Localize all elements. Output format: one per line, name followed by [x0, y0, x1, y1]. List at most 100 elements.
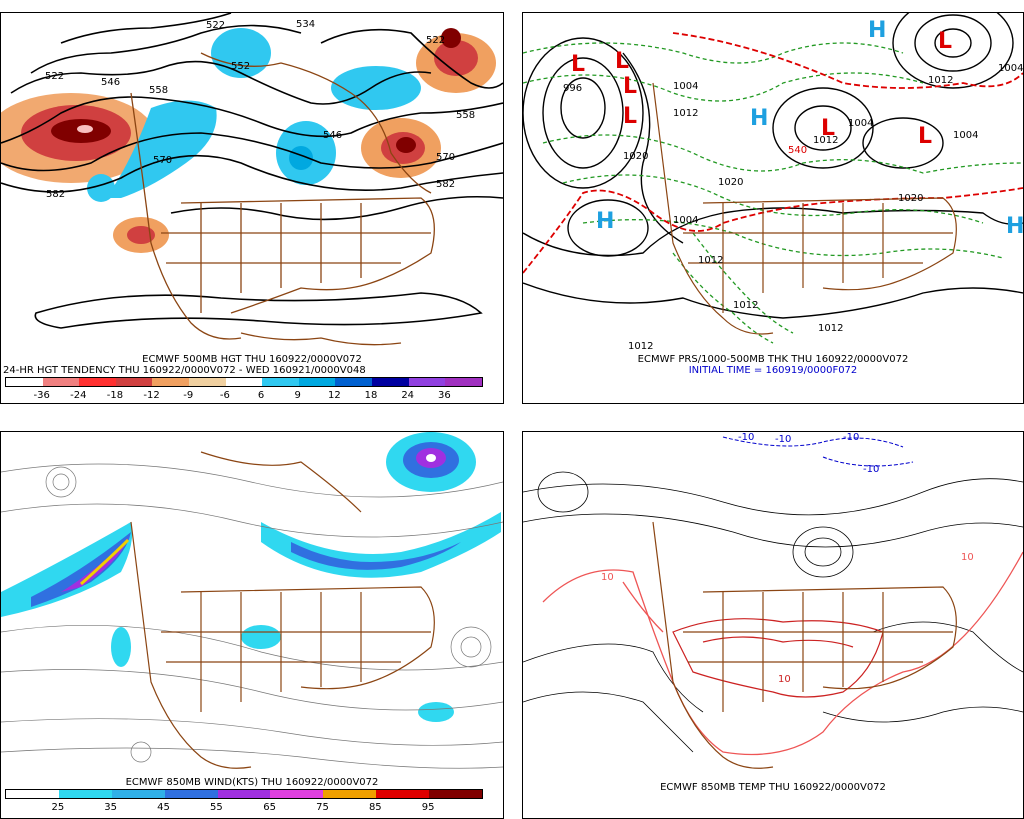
- tick-label: 35: [104, 802, 118, 813]
- colorbar-swatch: [6, 378, 43, 386]
- isobar-label: 996: [563, 83, 582, 94]
- low-center: L: [938, 29, 952, 54]
- colorbar-swatch: [408, 378, 446, 386]
- tick-label: 85: [368, 802, 382, 813]
- colorbar-swatch: [270, 790, 324, 798]
- colorbar-swatch: [445, 378, 482, 386]
- streamlines: [1, 463, 503, 769]
- tick-label: 18: [364, 390, 378, 401]
- contour-label: 558: [149, 85, 168, 96]
- contour-label: 10: [778, 674, 791, 685]
- high-center: H: [750, 106, 768, 131]
- contour-label: -10: [738, 432, 754, 443]
- tick-label: 24: [401, 390, 415, 401]
- height-contours: [1, 13, 503, 329]
- coastlines: [130, 52, 435, 346]
- tick-label: -36: [33, 390, 50, 401]
- contour-label: 10: [961, 552, 974, 563]
- isobar-label: 1012: [818, 323, 843, 334]
- low-center: L: [623, 74, 637, 99]
- colorbar-swatch: [111, 790, 165, 798]
- tick-label: 36: [437, 390, 451, 401]
- tick-label: 9: [294, 390, 301, 401]
- pressure-labels: 996 1004 1012 1020 1004 1012 1020 1004 1…: [563, 63, 1023, 352]
- prs-thk-map: 996 1004 1012 1020 1004 1012 1020 1004 1…: [523, 13, 1023, 352]
- wind850-map: [1, 432, 503, 769]
- contour-label: 546: [101, 77, 120, 88]
- colorbar-swatch: [298, 378, 336, 386]
- isobars: [523, 13, 1023, 319]
- thickness-lines: [523, 42, 1023, 344]
- pressure-centers: L L L L L L L H H H H: [571, 18, 1023, 239]
- hgt500-subtitle: 24-HR HGT TENDENCY THU 160922/0000V072 -…: [3, 365, 366, 376]
- colorbar-swatch: [6, 790, 59, 798]
- contour-label: 522: [206, 20, 225, 31]
- temp-labels: 10 10 -10 -10 -10 -10 10: [601, 432, 974, 685]
- contour-label: 522: [45, 71, 64, 82]
- contour-label: -10: [775, 434, 791, 445]
- low-center: L: [623, 104, 637, 129]
- tendency-colorbar-ticks: -36 -24 -18 -12 -9 -6 6 9 12 18 24 36: [5, 390, 481, 401]
- isobar-label: 1012: [628, 341, 653, 352]
- low-center: L: [918, 124, 932, 149]
- isobar-label: 1004: [998, 63, 1023, 74]
- isobar-label: 1012: [733, 300, 758, 311]
- isobar-label: 1004: [953, 130, 978, 141]
- colorbar-swatch: [189, 378, 226, 386]
- contour-label: 546: [323, 130, 342, 141]
- wind850-panel: ECMWF 850MB WIND(KTS) THU 160922/0000V07…: [0, 431, 504, 819]
- tick-label: 75: [316, 802, 329, 813]
- isobar-label: 1020: [898, 193, 923, 204]
- tick-label: -12: [143, 390, 160, 401]
- colorbar-swatch: [376, 790, 430, 798]
- contour-label: -10: [843, 432, 859, 443]
- isobar-label: 1004: [673, 81, 698, 92]
- hgt500-title: ECMWF 500MB HGT THU 160922/0000V072: [142, 354, 362, 365]
- colorbar-swatch: [79, 378, 116, 386]
- colorbar-swatch: [429, 790, 483, 798]
- tendency-fills: [1, 28, 496, 253]
- hgt500-map: 522 534 522 552 522 546 558 546 570 558 …: [1, 13, 503, 346]
- temp850-panel: 10 10 -10 -10 -10 -10 10 ECMWF 850MB TEM…: [522, 431, 1024, 819]
- thickness-540-line: [523, 32, 1023, 274]
- colorbar-swatch: [323, 790, 377, 798]
- contour-label: -10: [863, 464, 879, 475]
- colorbar-swatch: [372, 378, 409, 386]
- hgt500-panel: 522 534 522 552 522 546 558 546 570 558 …: [0, 12, 504, 404]
- wind-speed-fills: [1, 432, 501, 722]
- warm-contours: [542, 551, 1023, 756]
- high-center: H: [1006, 214, 1023, 239]
- hot-contours: [672, 618, 884, 698]
- tick-label: -18: [106, 390, 124, 401]
- wind850-title: ECMWF 850MB WIND(KTS) THU 160922/0000V07…: [125, 777, 379, 788]
- tick-label: 12: [328, 390, 341, 401]
- isobar-label: 1012: [673, 108, 698, 119]
- tick-label: -6: [219, 390, 230, 401]
- colorbar-swatch: [225, 378, 263, 386]
- contour-label: 582: [46, 189, 65, 200]
- initial-time: INITIAL TIME = 160919/0000F072: [688, 365, 858, 376]
- low-center: L: [821, 116, 835, 141]
- colorbar-swatch: [42, 378, 80, 386]
- cold-contours: [722, 436, 914, 467]
- temp850-title: ECMWF 850MB TEMP THU 160922/0000V072: [660, 782, 886, 793]
- tick-label: 65: [263, 802, 277, 813]
- colorbar-swatch: [164, 790, 218, 798]
- high-center: H: [596, 209, 614, 234]
- coastlines: [652, 521, 957, 769]
- tick-label: 95: [421, 802, 435, 813]
- isobar-label: 1020: [623, 151, 648, 162]
- isobar-label: 1004: [673, 215, 698, 226]
- contour-label: 570: [153, 155, 172, 166]
- tick-label: 25: [51, 802, 65, 813]
- low-center: L: [571, 52, 585, 77]
- coastlines: [130, 451, 435, 769]
- colorbar-swatch: [58, 790, 112, 798]
- contour-label: 552: [231, 61, 250, 72]
- contour-label: 582: [436, 179, 455, 190]
- tick-label: -9: [183, 390, 194, 401]
- high-center: H: [868, 18, 886, 43]
- isobar-label: 1004: [848, 118, 873, 129]
- isobar-label: 1020: [718, 177, 743, 188]
- contour-label: 522: [426, 35, 445, 46]
